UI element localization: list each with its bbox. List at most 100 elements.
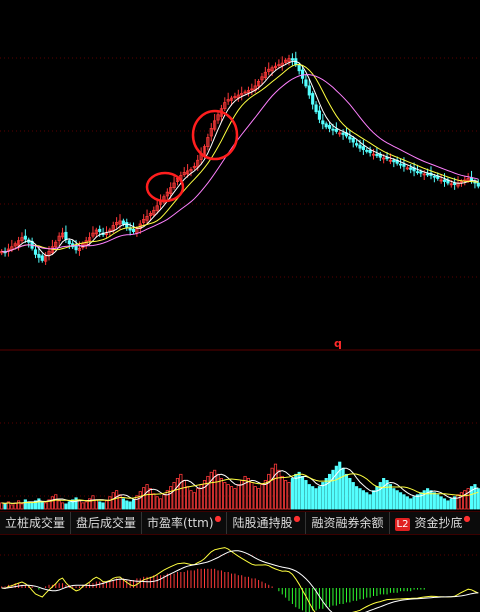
volume-bar [202,480,207,510]
volume-bar [382,477,386,510]
candle-body [47,250,51,256]
candle-body [64,231,68,240]
candle-body [290,58,294,61]
tab-label: 立桩成交量 [5,516,66,530]
candle-body [104,232,109,236]
volume-bar [223,482,227,510]
volume-bar [294,473,298,510]
candle-body [422,173,426,176]
candle-body [40,255,44,261]
volume-bar [182,480,186,510]
volume-bar [388,484,393,510]
candle-body [300,69,305,79]
macd-panel[interactable] [1,547,479,612]
volume-bar [398,492,403,510]
volume-bar [243,475,247,510]
volume-bar [10,504,14,510]
candle-body [263,71,267,78]
volume-bar [429,490,433,510]
candle-body [98,228,102,232]
candle-body [331,128,335,131]
volume-bar [152,493,156,510]
candle-body [213,120,217,130]
volume-bar [361,490,365,510]
candle-body [60,232,65,238]
candle-body [334,128,338,132]
candle-body [223,102,227,110]
volume-bar [358,488,362,510]
volume-bar [209,471,213,510]
l2-badge: L2 [394,518,411,531]
volume-bar [405,496,409,510]
volume-bar [135,495,139,510]
volume-bar [128,501,132,510]
volume-bar [44,502,48,510]
macd-dif-line [1,547,479,612]
candle-body [277,64,281,67]
volume-bar [115,490,119,510]
candle-body [54,241,58,248]
volume-bar [253,486,257,510]
volume-bar [192,492,196,510]
volume-bar [3,503,7,510]
price-panel[interactable] [0,51,480,265]
volume-bar [84,501,88,510]
tab-margin-balance[interactable]: 融资融券余额 [306,512,390,534]
candle-body [209,128,213,137]
candle-body [216,114,220,121]
candle-body [442,179,447,182]
tab-pe-ttm[interactable]: 市盈率(ttm)● [142,512,228,534]
volume-bar [375,486,379,510]
volume-bar [40,501,44,510]
volume-ma-line [1,473,479,504]
candle-body [311,93,315,105]
volume-bar [324,477,328,510]
tab-label: 盘后成交量 [76,516,137,530]
volume-bar [459,492,463,510]
volume-bar [365,492,369,510]
candle-body [382,157,386,160]
candle-body [155,205,159,211]
candle-body [196,159,200,168]
tab-bottom-fishing-funds[interactable]: L2 资金抄底● [390,512,476,534]
volume-bar [87,498,92,510]
volume-bar [162,494,166,510]
volume-bar [311,486,315,510]
volume-bar [30,502,34,510]
volume-bar [64,503,68,510]
candle-body [206,137,210,148]
volume-bar [348,477,352,510]
candle-body [169,187,173,195]
volume-bar [229,486,234,510]
volume-bar [422,490,426,510]
volume-bar [307,484,311,510]
candle-body [142,219,146,223]
highlight-circle [191,109,239,161]
volume-bar [442,498,447,510]
volume-bar [37,498,41,510]
volume-bar [368,494,372,510]
volume-bar [145,484,149,510]
volume-bar [327,473,332,510]
volume-bar [287,482,291,510]
volume-panel[interactable] [0,461,480,510]
volume-bar [378,482,382,510]
tab-standing-volume[interactable]: 立桩成交量 [0,512,72,534]
volume-bar [81,502,85,510]
volume-bar [155,496,159,510]
candle-body [355,143,359,146]
volume-bar [6,501,11,510]
candle-body [409,167,413,170]
volume-bar [317,486,322,510]
tab-northbound-holdings[interactable]: 陆股通持股● [227,512,307,534]
volume-bar [118,494,122,510]
volume-bar [466,488,470,510]
candle-body [341,132,345,135]
ma10-line [1,63,479,253]
candle-body [449,183,453,186]
volume-bar [338,461,342,510]
tab-after-hours-volume[interactable]: 盘后成交量 [71,512,143,534]
candle-body [426,173,430,176]
candle-body [419,171,423,174]
